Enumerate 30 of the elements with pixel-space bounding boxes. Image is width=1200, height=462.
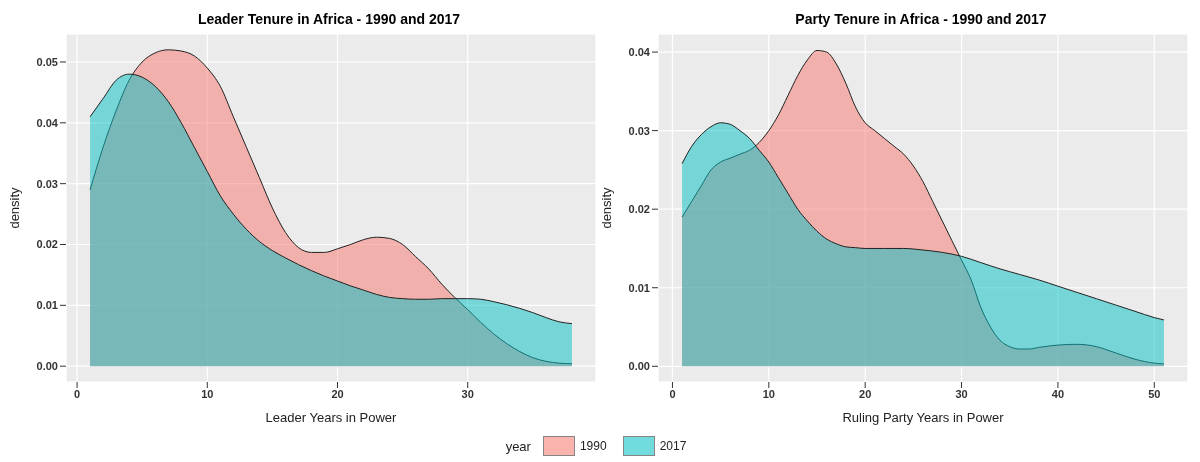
- x-tick-label: 20: [331, 387, 344, 400]
- chart-title: Leader Tenure in Africa - 1990 and 2017: [196, 10, 462, 29]
- x-tick-label: 30: [461, 387, 474, 400]
- legend-label: 2017: [659, 439, 687, 453]
- y-axis-title: density: [598, 186, 614, 229]
- x-tick-label: 30: [955, 387, 968, 400]
- y-tick-label: 0.04: [36, 116, 59, 129]
- chart-title: Party Tenure in Africa - 1990 and 2017: [794, 10, 1048, 29]
- y-tick-label: 0.02: [628, 203, 650, 216]
- y-axis-title: density: [6, 186, 22, 229]
- y-tick-label: 0.01: [628, 281, 650, 294]
- x-tick-label: 10: [762, 387, 775, 400]
- y-tick-label: 0.00: [36, 360, 58, 373]
- x-tick-label: 40: [1051, 387, 1065, 400]
- y-tick-label: 0.01: [36, 299, 58, 312]
- x-tick-label: 10: [201, 387, 214, 400]
- x-axis-title: Ruling Party Years in Power: [842, 410, 1005, 425]
- x-tick-label: 0: [74, 387, 81, 400]
- x-tick-label: 0: [669, 387, 676, 400]
- x-tick-label: 50: [1148, 387, 1161, 400]
- y-tick-label: 0.05: [36, 55, 58, 68]
- y-tick-label: 0.00: [628, 360, 650, 373]
- y-tick-label: 0.03: [36, 177, 58, 190]
- x-axis-title: Leader Years in Power: [265, 410, 398, 425]
- legend-label: 1990: [579, 439, 607, 453]
- y-tick-label: 0.04: [628, 45, 651, 58]
- x-tick-label: 20: [859, 387, 872, 400]
- y-tick-label: 0.03: [628, 124, 650, 137]
- legend-title: year: [505, 438, 531, 454]
- y-tick-label: 0.02: [36, 238, 58, 251]
